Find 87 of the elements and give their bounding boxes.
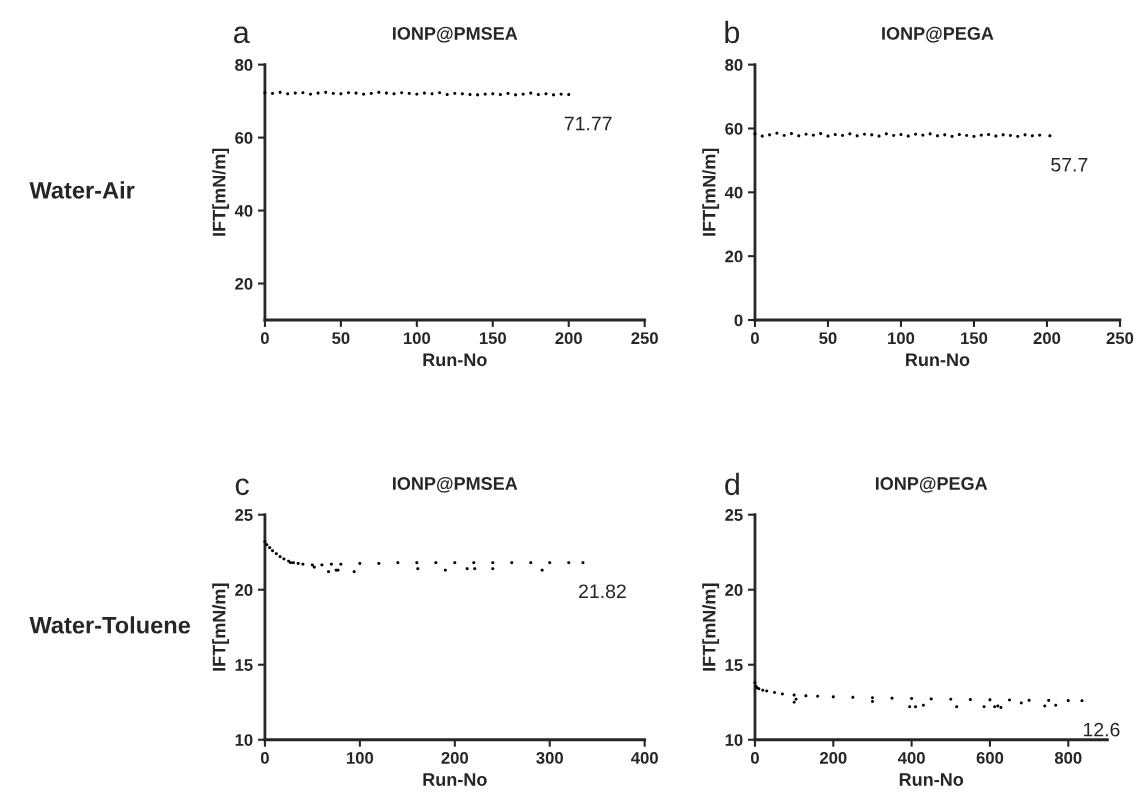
- y-axis-title: IFT[mN/m]: [212, 148, 230, 236]
- x-tick-label: 0: [260, 751, 269, 764]
- point: [443, 568, 447, 572]
- point: [510, 561, 514, 565]
- x-tick-label: 300: [536, 751, 563, 764]
- y-axis-title: IFT[mN/m]: [702, 148, 720, 236]
- point: [529, 561, 533, 565]
- point: [567, 561, 571, 565]
- x-tick-label: 600: [976, 751, 1004, 764]
- text: Water-Air: [29, 181, 135, 199]
- point: [968, 697, 972, 702]
- point: [274, 552, 278, 556]
- point: [473, 567, 477, 571]
- y-tick-label: 0: [734, 314, 743, 327]
- y-tick-label: 25: [235, 509, 253, 521]
- y-tick-label: 80: [235, 59, 253, 71]
- x-axis-title: Run-No: [899, 773, 964, 786]
- x-tick-label: 250: [1106, 332, 1134, 345]
- point: [453, 561, 457, 565]
- y-tick-label: 60: [235, 132, 253, 144]
- y-tick-label: 20: [235, 584, 253, 596]
- y-tick-label: 10: [725, 734, 743, 746]
- x-tick-label: 0: [750, 751, 759, 764]
- point: [1007, 698, 1012, 702]
- annotation: 57.7: [1051, 158, 1088, 172]
- y-axis-title: IFT[mN/m]: [212, 583, 230, 671]
- point: [472, 561, 476, 565]
- y-tick-label: 25: [725, 509, 743, 521]
- chart-title: IONP@PMSEA: [393, 26, 518, 43]
- point: [761, 688, 765, 692]
- point: [339, 562, 343, 566]
- x-axis-title: Run-No: [423, 773, 487, 786]
- chart-title: IONP@PEGA: [875, 476, 988, 493]
- y-tick-label: 15: [725, 659, 743, 671]
- x-tick-label: 150: [961, 332, 988, 345]
- point: [780, 692, 784, 696]
- chart-title: IONP@PMSEA: [393, 476, 518, 493]
- x-tick-label: 400: [897, 751, 925, 764]
- y-tick-label: 10: [235, 734, 253, 746]
- point: [773, 690, 777, 695]
- x-tick-label: 200: [441, 751, 469, 764]
- x-tick-label: 400: [631, 751, 658, 764]
- x-tick-label: 150: [479, 332, 506, 345]
- y-tick-label: 80: [725, 59, 743, 71]
- x-tick-label: 0: [750, 332, 759, 345]
- y-tick-label: 20: [235, 277, 253, 290]
- point: [1054, 703, 1058, 707]
- text: c: [235, 478, 249, 496]
- x-tick-label: 100: [347, 751, 374, 764]
- point: [955, 705, 959, 709]
- point: [548, 561, 552, 565]
- x-tick-label: 100: [888, 332, 915, 345]
- x-tick-label: 50: [819, 332, 837, 345]
- text: a: [234, 26, 250, 44]
- point: [1047, 698, 1051, 702]
- annotation: 12.6: [1083, 722, 1120, 737]
- x-axis-title: Run-No: [423, 353, 487, 367]
- point: [491, 567, 495, 571]
- point: [491, 561, 495, 565]
- point: [434, 561, 438, 565]
- point: [870, 699, 875, 704]
- y-axis-title: IFT[mN/m]: [702, 583, 720, 671]
- annotation: 21.82: [579, 584, 626, 599]
- x-tick-label: 100: [403, 332, 431, 345]
- x-tick-label: 200: [1033, 332, 1061, 345]
- annotation: 71.77: [564, 116, 612, 131]
- point: [910, 696, 914, 701]
- y-tick-label: 20: [725, 584, 743, 596]
- point: [908, 705, 912, 709]
- y-tick-label: 20: [725, 250, 743, 263]
- x-tick-label: 50: [332, 332, 350, 345]
- y-tick-label: 40: [234, 204, 253, 217]
- text: b: [725, 20, 740, 44]
- x-tick-label: 200: [819, 751, 847, 764]
- point: [949, 697, 953, 701]
- y-tick-label: 60: [725, 122, 743, 135]
- x-tick-label: 0: [260, 332, 269, 345]
- x-tick-label: 250: [631, 332, 658, 345]
- chart-title: IONP@PEGA: [882, 26, 994, 43]
- y-tick-label: 15: [235, 659, 253, 671]
- x-tick-label: 800: [1054, 751, 1082, 764]
- x-axis-title: Run-No: [906, 353, 970, 367]
- text: Water-Toluene: [29, 616, 191, 634]
- point: [416, 567, 420, 571]
- y-tick-label: 40: [724, 186, 743, 199]
- text: d: [725, 472, 739, 496]
- x-tick-label: 200: [555, 332, 582, 345]
